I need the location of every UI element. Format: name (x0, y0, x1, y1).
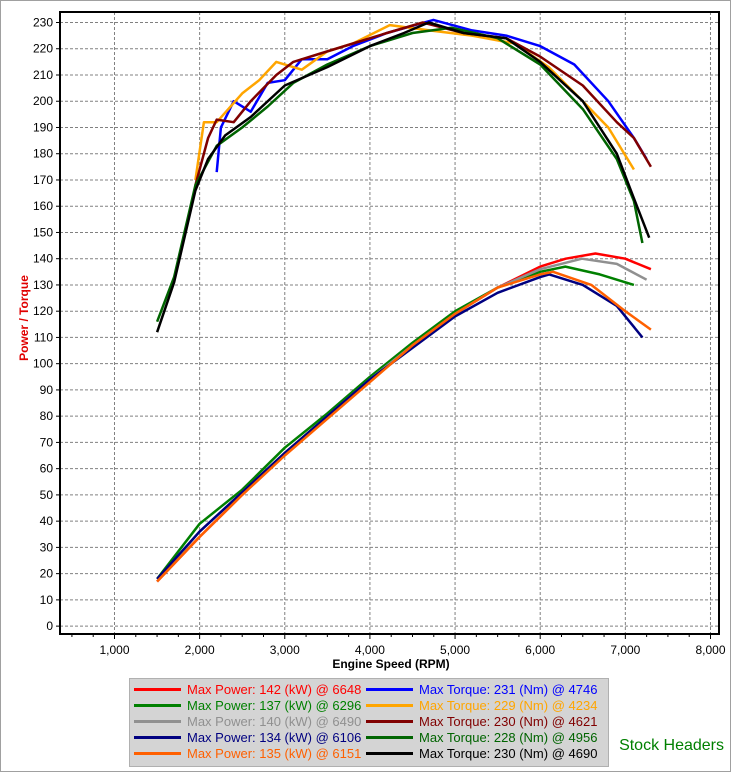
legend-label: Max Power: 134 (kW) @ 6106 (187, 730, 362, 745)
y-tick-label: 50 (40, 488, 54, 502)
legend-label: Max Power: 135 (kW) @ 6151 (187, 746, 362, 761)
x-tick-label: 3,000 (270, 643, 300, 657)
legend-swatch (134, 752, 181, 755)
legend-label: Max Power: 137 (kW) @ 6296 (187, 698, 362, 713)
legend-item: Max Torque: 228 (Nm) @ 4956 (366, 730, 597, 745)
y-tick-label: 120 (33, 304, 53, 318)
plot-frame (59, 11, 720, 635)
legend-swatch (134, 720, 181, 723)
legend-item: Max Power: 134 (kW) @ 6106 (134, 730, 361, 745)
legend-swatch (134, 736, 181, 739)
series-line-6 (215, 18, 648, 173)
series-line-3 (156, 257, 648, 583)
legend-item: Max Torque: 230 (Nm) @ 4690 (366, 746, 597, 761)
legend-swatch (134, 704, 181, 707)
y-tick-label: 30 (40, 540, 54, 554)
legend-item: Max Torque: 231 (Nm) @ 4746 (366, 682, 597, 697)
y-tick-label: 210 (33, 68, 53, 82)
legend-label: Max Power: 140 (kW) @ 6490 (187, 714, 362, 729)
y-tick-label: 160 (33, 199, 53, 213)
x-tick-label: 7,000 (610, 643, 640, 657)
x-tick-label: 4,000 (355, 643, 385, 657)
x-tick-label: 6,000 (525, 643, 555, 657)
series-line-8 (194, 21, 652, 186)
x-axis-label: Engine Speed (RPM) (332, 657, 450, 671)
y-tick-label: 150 (33, 225, 53, 239)
y-tick-label: 40 (40, 514, 54, 528)
legend-item: Max Power: 140 (kW) @ 6490 (134, 714, 361, 729)
y-tick-label: 0 (46, 619, 53, 633)
y-tick-label: 20 (40, 567, 54, 581)
legend-swatch (366, 704, 413, 707)
legend-item: Max Torque: 230 (Nm) @ 4621 (366, 714, 597, 729)
series-line-10 (155, 21, 651, 333)
legend-label: Max Torque: 230 (Nm) @ 4690 (419, 746, 598, 761)
series-line-1 (156, 252, 652, 583)
y-tick-label: 140 (33, 252, 53, 266)
y-tick-label: 90 (40, 383, 54, 397)
y-tick-label: 230 (33, 15, 53, 29)
legend-item: Max Power: 142 (kW) @ 6648 (134, 682, 361, 697)
x-tick-label: 1,000 (99, 643, 129, 657)
y-tick-label: 10 (40, 593, 54, 607)
legend-item: Max Power: 137 (kW) @ 6296 (134, 698, 361, 713)
y-tick-label: 80 (40, 409, 54, 423)
legend-item: Max Torque: 229 (Nm) @ 4234 (366, 698, 597, 713)
x-tick-label: 5,000 (440, 643, 470, 657)
series-line-2 (156, 265, 635, 580)
legend-swatch (366, 720, 413, 723)
legend-swatch (366, 736, 413, 739)
x-tick-label: 8,000 (695, 643, 725, 657)
series-line-4 (156, 273, 644, 580)
legend-item: Max Power: 135 (kW) @ 6151 (134, 746, 361, 761)
y-tick-label: 170 (33, 173, 53, 187)
y-tick-label: 60 (40, 462, 54, 476)
legend-label: Max Power: 142 (kW) @ 6648 (187, 682, 362, 697)
legend-label: Max Torque: 229 (Nm) @ 4234 (419, 698, 598, 713)
y-tick-label: 100 (33, 357, 53, 371)
legend-swatch (366, 752, 413, 755)
legend-swatch (366, 688, 413, 691)
y-tick-label: 190 (33, 120, 53, 134)
legend-label: Max Torque: 230 (Nm) @ 4621 (419, 714, 598, 729)
y-tick-label: 220 (33, 42, 53, 56)
y-tick-label: 200 (33, 94, 53, 108)
legend: Max Power: 142 (kW) @ 6648 Max Power: 137… (129, 678, 609, 767)
y-tick-label: 70 (40, 435, 54, 449)
y-tick-label: 130 (33, 278, 53, 292)
legend-label: Max Torque: 231 (Nm) @ 4746 (419, 682, 598, 697)
y-axis-label: Power / Torque (17, 275, 31, 361)
series-line-5 (156, 270, 652, 583)
y-tick-label: 110 (34, 330, 53, 344)
x-tick-label: 2,000 (185, 643, 215, 657)
y-tick-label: 180 (33, 147, 53, 161)
run-note: Stock Headers (619, 737, 724, 754)
legend-label: Max Torque: 228 (Nm) @ 4956 (419, 730, 598, 745)
legend-swatch (134, 688, 181, 691)
